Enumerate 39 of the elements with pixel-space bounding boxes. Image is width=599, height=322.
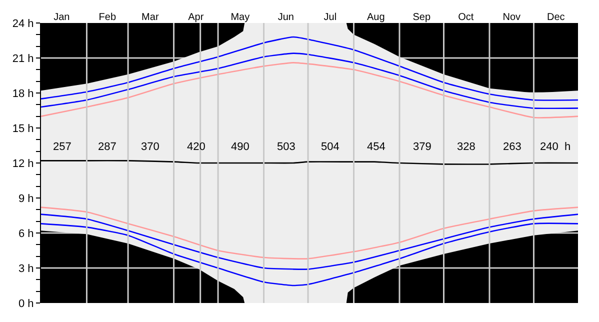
- line-series: [41, 214, 578, 270]
- y-tick-label: 6 h: [18, 228, 34, 240]
- annotation: 240 h: [540, 141, 571, 153]
- line-series: [41, 206, 578, 260]
- x-tick-label: Dec: [546, 12, 565, 23]
- x-tick-label: Jul: [324, 12, 337, 23]
- x-tick-label: Feb: [98, 12, 116, 23]
- annotation: 328: [457, 141, 476, 153]
- annotation: 420: [187, 141, 206, 153]
- x-tick-label: Sep: [412, 12, 431, 23]
- x-tick-label: Aug: [366, 12, 385, 23]
- annotation: 454: [367, 141, 386, 153]
- x-tick-label: Apr: [188, 12, 204, 23]
- x-tick-label: Jan: [54, 12, 70, 23]
- annotation: 379: [413, 141, 432, 153]
- x-tick-label: Oct: [458, 12, 474, 23]
- x-tick-label: Jun: [278, 12, 294, 23]
- annotation: 257: [53, 141, 72, 153]
- annotation: 490: [231, 141, 250, 153]
- annotation: 287: [98, 141, 116, 153]
- y-tick-label: 24 h: [12, 18, 34, 30]
- y-tick-label: 21 h: [12, 52, 34, 65]
- x-tick-label: Nov: [502, 12, 521, 23]
- line-series: [41, 36, 578, 101]
- annotation: 263: [503, 141, 522, 153]
- annotation: 504: [321, 141, 340, 153]
- line-series: [41, 52, 578, 110]
- y-tick-label: 3 h: [18, 262, 34, 275]
- y-tick-label: 18 h: [12, 88, 34, 100]
- y-tick-label: 9 h: [18, 192, 34, 205]
- x-tick-label: Mar: [142, 12, 160, 23]
- annotation: 370: [141, 141, 160, 153]
- y-tick-label: 0 h: [18, 298, 34, 310]
- x-tick-label: May: [230, 12, 250, 23]
- line-series: [41, 222, 578, 286]
- y-tick-label: 12 h: [12, 158, 34, 170]
- line-series: [41, 62, 578, 118]
- annotation: 503: [277, 141, 296, 153]
- y-tick-label: 15 h: [12, 122, 34, 135]
